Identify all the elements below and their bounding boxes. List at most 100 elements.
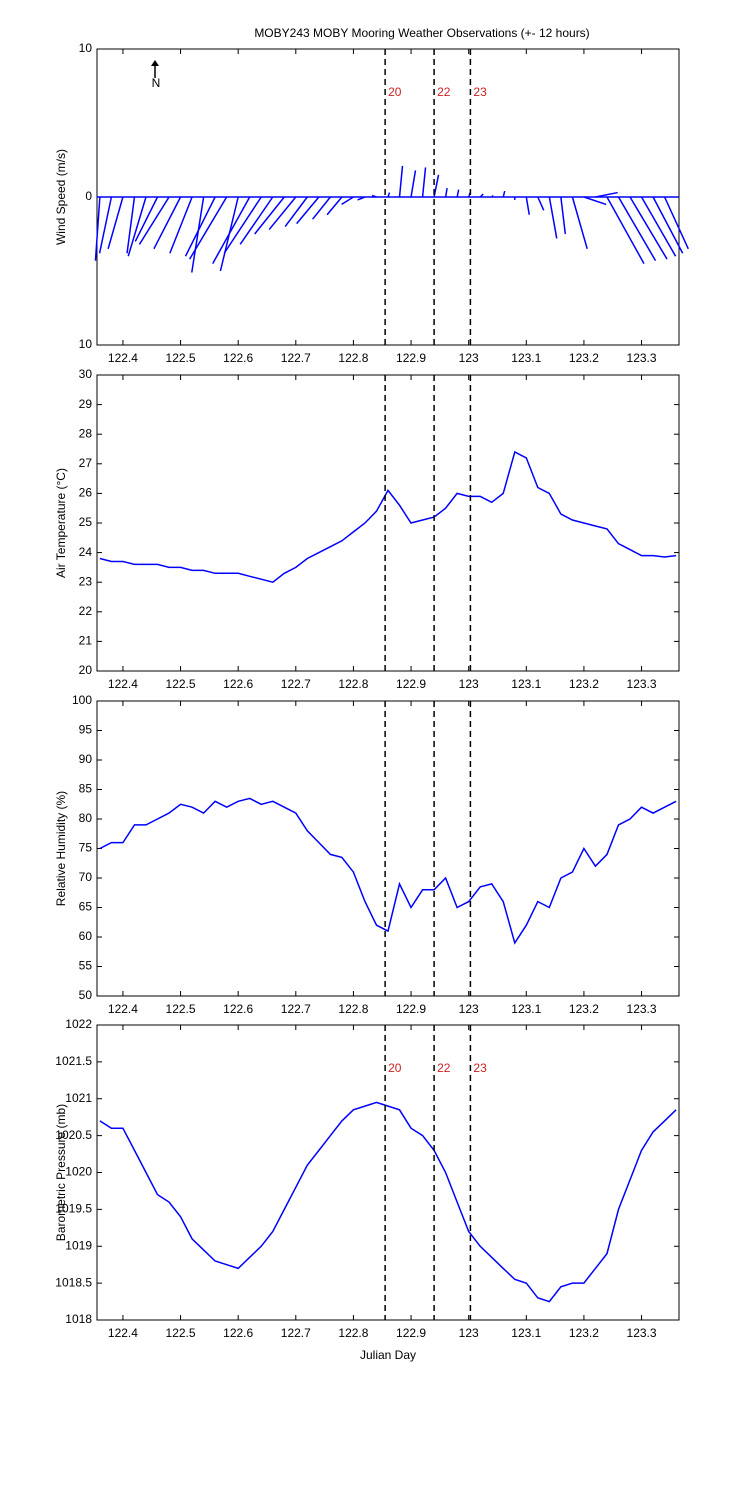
data-line: [99, 797, 677, 945]
wind-stick: [560, 196, 567, 235]
x-tick-label: 123: [459, 1002, 479, 1016]
plot-frame: [96, 700, 680, 997]
y-tick-label: 0: [85, 189, 92, 203]
x-tick-label: 122.5: [166, 351, 196, 365]
x-tick-label: 123.3: [627, 351, 657, 365]
x-tick-label: 122.5: [166, 1326, 196, 1340]
x-tick-label: 122.6: [223, 1326, 253, 1340]
wind-stick: [268, 196, 297, 231]
event-label: 20: [388, 85, 402, 99]
x-tick-label: 122.9: [396, 1326, 426, 1340]
x-tick-label: 122.7: [281, 677, 311, 691]
x-tick-label: 123.1: [511, 1002, 541, 1016]
wind-stick: [583, 196, 607, 206]
x-tick-label: 122.6: [223, 677, 253, 691]
wind-stick: [617, 196, 657, 262]
wind-stick: [571, 196, 588, 250]
y-tick-label: 1018.5: [55, 1275, 92, 1289]
event-label: 22: [437, 1061, 451, 1075]
wind-stick: [640, 196, 677, 257]
y-tick-label: 95: [79, 723, 93, 737]
wind-stick: [107, 196, 124, 250]
x-tick-label: 123.3: [627, 1002, 657, 1016]
wind-stick: [126, 196, 136, 254]
wind-stick: [153, 196, 182, 250]
y-tick-label: 10: [79, 337, 93, 351]
y-tick-label: 80: [79, 811, 93, 825]
wind-stick: [421, 167, 427, 198]
wind-stick: [502, 190, 506, 198]
wind-stick: [606, 196, 645, 264]
x-tick-label: 123.1: [511, 1326, 541, 1340]
y-tick-label: 25: [79, 515, 93, 529]
x-tick-label: 122.5: [166, 1002, 196, 1016]
wind-stick: [138, 196, 170, 245]
y-axis-label: Wind Speed (m/s): [54, 149, 68, 245]
wind-stick: [223, 196, 262, 254]
wind-stick: [398, 165, 404, 198]
y-tick-label: 90: [79, 752, 93, 766]
wind-stick: [525, 196, 530, 215]
x-tick-label: 122.4: [108, 677, 138, 691]
x-tick-label: 122.7: [281, 1002, 311, 1016]
wind-stick: [98, 196, 113, 254]
wind-stick: [537, 196, 545, 211]
y-tick-label: 1019.5: [55, 1202, 92, 1216]
y-tick-label: 28: [79, 426, 93, 440]
wind-stick: [312, 196, 331, 220]
y-tick-label: 50: [79, 988, 93, 1002]
x-tick-label: 122.7: [281, 351, 311, 365]
x-tick-label: 123.3: [627, 1326, 657, 1340]
wind-stick: [341, 196, 354, 206]
y-axis-label: Relative Humidity (%): [54, 791, 68, 906]
y-tick-label: 1021.5: [55, 1054, 92, 1068]
wind-stick: [357, 196, 366, 201]
x-tick-label: 122.8: [338, 1326, 368, 1340]
x-tick-label: 123.1: [511, 351, 541, 365]
wind-stick: [410, 170, 417, 198]
wind-stick: [239, 196, 274, 245]
y-tick-label: 60: [79, 929, 93, 943]
wind-stick: [284, 196, 308, 228]
y-tick-label: 1020.5: [55, 1128, 92, 1142]
x-tick-label: 123.2: [569, 1002, 599, 1016]
x-tick-label: 123: [459, 677, 479, 691]
y-tick-label: 85: [79, 782, 93, 796]
x-tick-label: 122.4: [108, 1326, 138, 1340]
y-axis-label: Barometric Pressure (mb): [54, 1104, 68, 1241]
x-tick-label: 122.7: [281, 1326, 311, 1340]
y-tick-label: 27: [79, 456, 93, 470]
x-tick-label: 122.6: [223, 351, 253, 365]
x-tick-label: 123.1: [511, 677, 541, 691]
wind-stick: [326, 196, 343, 216]
wind-stick: [296, 196, 320, 225]
x-tick-label: 123: [459, 1326, 479, 1340]
x-tick-label: 123.2: [569, 677, 599, 691]
event-label: 20: [388, 1061, 402, 1075]
y-tick-label: 21: [79, 634, 93, 648]
wind-stick: [127, 196, 147, 257]
y-tick-label: 24: [79, 545, 93, 559]
wind-stick: [169, 196, 193, 254]
y-tick-label: 20: [79, 663, 93, 677]
wind-stick: [134, 196, 159, 242]
x-tick-label: 122.9: [396, 677, 426, 691]
y-tick-label: 30: [79, 367, 93, 381]
event-label: 23: [473, 1061, 487, 1075]
y-axis-label: Air Temperature (°C): [54, 468, 68, 578]
y-tick-label: 65: [79, 900, 93, 914]
y-tick-label: 29: [79, 397, 93, 411]
y-tick-label: 100: [72, 693, 92, 707]
y-tick-label: 26: [79, 486, 93, 500]
data-line: [99, 1101, 677, 1303]
wind-stick: [387, 192, 391, 198]
x-tick-label: 122.5: [166, 677, 196, 691]
x-tick-label: 122.9: [396, 1002, 426, 1016]
x-tick-label: 123: [459, 351, 479, 365]
wind-stick: [254, 196, 285, 235]
y-tick-label: 1020: [65, 1165, 92, 1179]
y-tick-label: 1021: [65, 1091, 92, 1105]
wind-stick: [479, 193, 484, 198]
